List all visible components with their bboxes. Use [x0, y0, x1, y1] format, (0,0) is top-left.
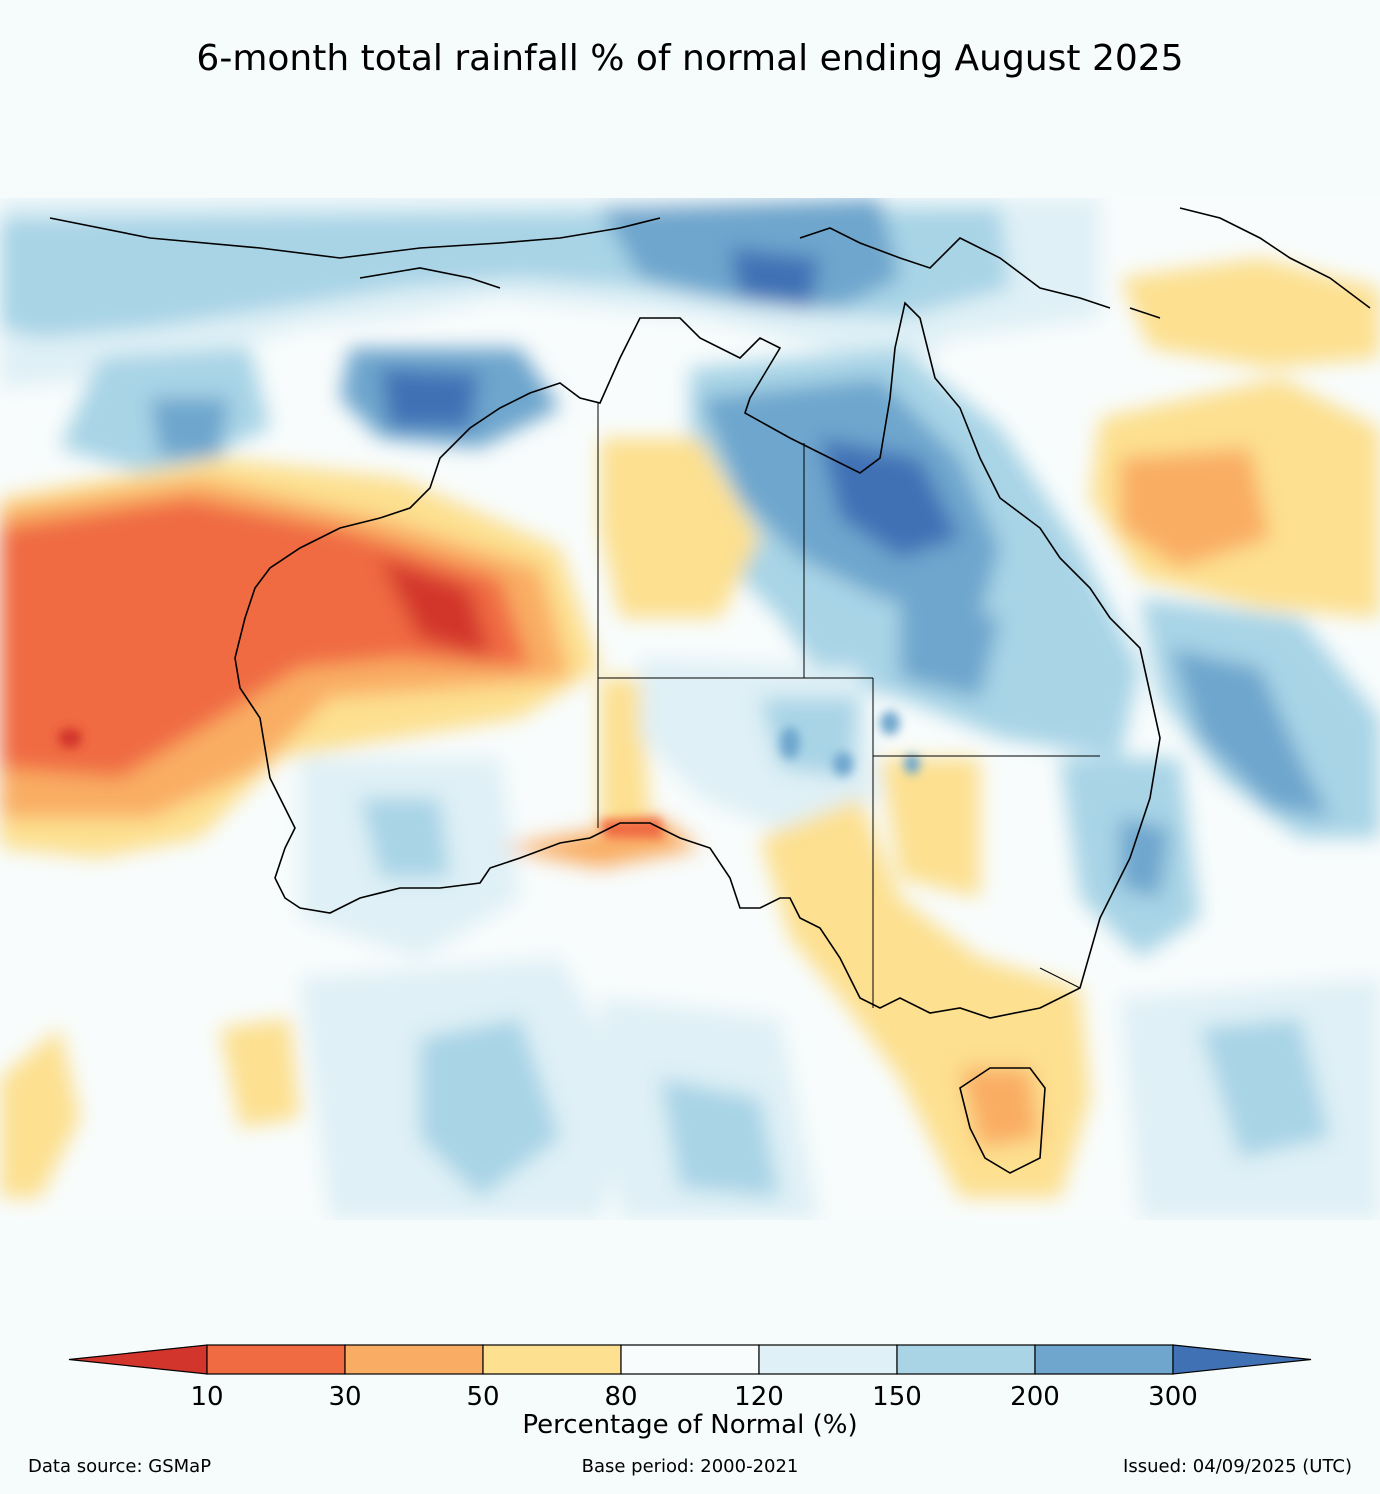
colorbar-tick-label: 200: [1010, 1382, 1060, 1412]
rainfall-accents: [58, 711, 920, 838]
colorbar-tick-label: 80: [604, 1382, 637, 1412]
colorbar-segment: [620, 1344, 760, 1375]
state-borders: [597, 403, 1100, 1008]
colorbar-tick-label: 300: [1148, 1382, 1198, 1412]
colorbar-segment: [344, 1344, 484, 1375]
rainfall-fields: [0, 198, 1380, 1220]
colorbar-extend-high: [1172, 1344, 1312, 1375]
colorbar-title: Percentage of Normal (%): [522, 1410, 858, 1440]
colorbar-tick-label: 150: [872, 1382, 922, 1412]
colorbar-tick-label: 30: [328, 1382, 361, 1412]
colorbar-segment: [1034, 1344, 1174, 1375]
colorbar-tick-label: 10: [190, 1382, 223, 1412]
coastline: [49, 207, 1371, 1174]
rainfall-map: [0, 198, 1380, 1220]
issued-date: Issued: 04/09/2025 (UTC): [1123, 1456, 1352, 1477]
colorbar-segment: [758, 1344, 898, 1375]
colorbar: 10 30 50 80 120 150 200 300: [68, 1344, 1312, 1412]
colorbar-extend-low: [68, 1344, 208, 1375]
colorbar-tick-label: 120: [734, 1382, 784, 1412]
colorbar-segment: [482, 1344, 622, 1375]
data-source: Data source: GSMaP: [28, 1456, 212, 1477]
colorbar-segment: [896, 1344, 1036, 1375]
colorbar-segment: [206, 1344, 346, 1375]
map-title: 6-month total rainfall % of normal endin…: [196, 38, 1184, 79]
base-period: Base period: 2000-2021: [581, 1456, 799, 1477]
colorbar-tick-label: 50: [466, 1382, 499, 1412]
